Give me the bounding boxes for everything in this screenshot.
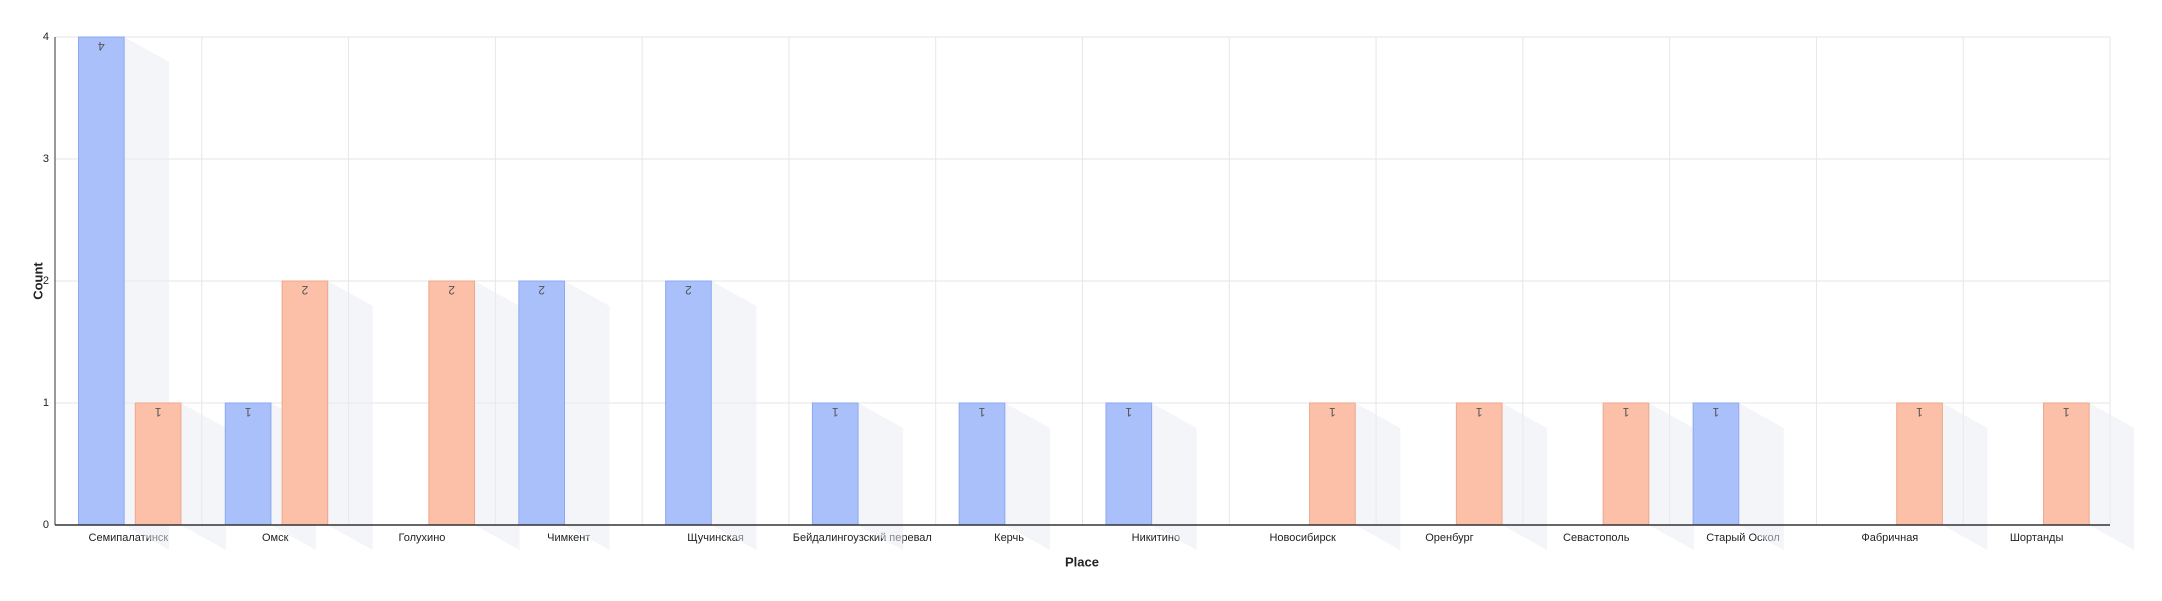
- bar-shadow: [858, 403, 904, 550]
- x-axis-title: Place: [1065, 554, 1099, 569]
- y-tick-label: 3: [43, 153, 49, 165]
- bar-shadow: [180, 403, 226, 550]
- x-tick-label: Чимкент: [547, 532, 590, 544]
- bar-shadow: [1004, 403, 1050, 550]
- bar: [1309, 402, 1356, 526]
- value-label: 1: [154, 405, 161, 419]
- value-label: 1: [1125, 405, 1132, 419]
- bar-shadow: [1151, 403, 1197, 550]
- bar-shadow: [564, 281, 610, 550]
- y-tick-label: 2: [43, 275, 49, 287]
- value-label: 1: [978, 405, 985, 419]
- bar: [958, 402, 1006, 526]
- x-tick-label: Керчь: [994, 532, 1024, 544]
- x-tick-label: Новосибирск: [1269, 532, 1336, 544]
- value-label: 1: [1916, 405, 1923, 419]
- value-label: 2: [301, 283, 308, 297]
- x-tick-label: Голухино: [399, 532, 446, 544]
- bar: [1455, 402, 1503, 526]
- x-tick-label: Севастополь: [1563, 532, 1630, 544]
- bar-shadow: [1355, 403, 1401, 550]
- bar: [428, 280, 476, 526]
- bar: [1602, 402, 1650, 526]
- y-tick-label: 1: [43, 397, 49, 409]
- value-label: 1: [1622, 405, 1629, 419]
- value-label: 1: [1329, 405, 1336, 419]
- value-label: 1: [1712, 405, 1719, 419]
- bar: [665, 280, 712, 526]
- bar-shadow: [711, 281, 757, 550]
- x-tick-label: Оренбург: [1425, 532, 1473, 544]
- bar-shadow: [1502, 403, 1548, 550]
- bar: [1896, 402, 1943, 526]
- bar-shadow: [2089, 403, 2135, 550]
- bar: [518, 280, 565, 526]
- bar: [1692, 402, 1740, 526]
- bar: [1105, 402, 1153, 526]
- bar-shadow: [1738, 403, 1784, 550]
- x-tick-label: Омск: [262, 532, 289, 544]
- x-tick-label: Шортанды: [2010, 532, 2064, 544]
- y-tick-label: 4: [43, 31, 49, 43]
- value-label: 1: [2063, 405, 2070, 419]
- bar-shadow: [1648, 403, 1694, 550]
- y-axis-title: Count: [30, 262, 45, 300]
- bar: [281, 280, 329, 526]
- value-label: 1: [832, 405, 839, 419]
- bar: [2043, 402, 2090, 526]
- x-tick-label: Фабричная: [1861, 532, 1918, 544]
- value-label: 1: [244, 405, 251, 419]
- bar-shadow: [327, 281, 373, 550]
- x-tick-label: Бейдалингоузский перевал: [793, 532, 932, 544]
- bar-shadow: [1942, 403, 1988, 550]
- bar-shadow: [474, 281, 520, 550]
- value-label: 2: [448, 283, 455, 297]
- bar: [134, 402, 182, 526]
- value-label: 2: [538, 283, 545, 297]
- bar: [224, 402, 272, 526]
- x-tick-label: Никитино: [1132, 532, 1180, 544]
- y-tick-label: 0: [43, 519, 49, 531]
- bar: [77, 36, 125, 526]
- value-label: 2: [685, 283, 692, 297]
- value-label: 4: [98, 39, 105, 53]
- value-label: 1: [1476, 405, 1483, 419]
- bar: [811, 402, 859, 526]
